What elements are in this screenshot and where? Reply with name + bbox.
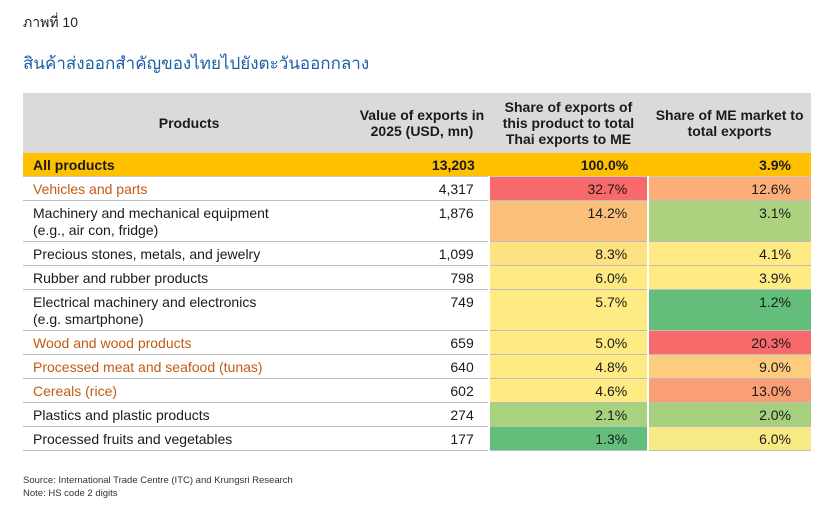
product-name-line1: Electrical machinery and electronics <box>33 294 257 310</box>
product-name-line2: (e.g. smartphone) <box>33 311 144 327</box>
page-title: สินค้าส่งออกสำคัญของไทยไปยังตะวันออกกลาง <box>23 54 370 73</box>
product-name-line2: (e.g., air con, fridge) <box>33 222 159 238</box>
product-name: Cereals (rice) <box>23 378 356 403</box>
export-share-cell: 4.8% <box>487 354 649 379</box>
export-value: 1,876 <box>355 200 489 242</box>
total-share: 100.0% <box>488 153 649 177</box>
product-name: Plastics and plastic products <box>23 402 356 427</box>
table-row: Plastics and plastic products 274 2.1% 2… <box>23 402 811 427</box>
product-name: Processed fruits and vegetables <box>23 426 356 451</box>
header-products: Products <box>23 93 356 153</box>
product-name: Wood and wood products <box>23 330 356 355</box>
header-me-share: Share of ME market to total exports <box>648 93 811 153</box>
export-value: 177 <box>355 426 489 451</box>
product-name: Electrical machinery and electronics (e.… <box>23 289 356 331</box>
total-value: 13,203 <box>355 153 489 177</box>
table-row: Processed meat and seafood (tunas) 640 4… <box>23 354 811 379</box>
product-name: Vehicles and parts <box>23 176 356 201</box>
export-share-cell: 2.1% <box>487 402 649 427</box>
me-share-cell: 3.9% <box>647 265 811 290</box>
export-share-cell: 32.7% <box>487 176 649 201</box>
total-row: All products 13,203 100.0% 3.9% <box>23 153 811 177</box>
export-value: 640 <box>355 354 489 379</box>
me-share-cell: 13.0% <box>647 378 811 403</box>
note-line: Note: HS code 2 digits <box>23 488 118 499</box>
me-share-cell: 12.6% <box>647 176 811 201</box>
export-value: 1,099 <box>355 241 489 266</box>
product-name: Rubber and rubber products <box>23 265 356 290</box>
me-share-cell: 20.3% <box>647 330 811 355</box>
export-value: 602 <box>355 378 489 403</box>
export-share-cell: 8.3% <box>487 241 649 266</box>
table-row: Electrical machinery and electronics (e.… <box>23 289 811 331</box>
export-value: 274 <box>355 402 489 427</box>
total-me-share: 3.9% <box>648 153 811 177</box>
product-name: Machinery and mechanical equipment (e.g.… <box>23 200 356 242</box>
table-row: Precious stones, metals, and jewelry 1,0… <box>23 241 811 266</box>
me-share-cell: 6.0% <box>647 426 811 451</box>
me-share-cell: 1.2% <box>647 289 811 331</box>
table-row: Wood and wood products 659 5.0% 20.3% <box>23 330 811 355</box>
table-header-row: Products Value of exports in 2025 (USD, … <box>23 93 811 153</box>
source-notes: Source: International Trade Centre (ITC)… <box>23 474 293 500</box>
table-row: Cereals (rice) 602 4.6% 13.0% <box>23 378 811 403</box>
export-share-cell: 14.2% <box>487 200 649 242</box>
table-row: Vehicles and parts 4,317 32.7% 12.6% <box>23 176 811 201</box>
me-share-cell: 4.1% <box>647 241 811 266</box>
export-value: 749 <box>355 289 489 331</box>
source-line: Source: International Trade Centre (ITC)… <box>23 475 293 486</box>
me-share-cell: 2.0% <box>647 402 811 427</box>
table-row: Machinery and mechanical equipment (e.g.… <box>23 200 811 242</box>
table-row: Rubber and rubber products 798 6.0% 3.9% <box>23 265 811 290</box>
me-share-cell: 3.1% <box>647 200 811 242</box>
export-share-cell: 5.0% <box>487 330 649 355</box>
header-share: Share of exports of this product to tota… <box>488 93 649 153</box>
product-name: Precious stones, metals, and jewelry <box>23 241 356 266</box>
export-value: 798 <box>355 265 489 290</box>
product-name-line1: Machinery and mechanical equipment <box>33 205 269 221</box>
export-share-cell: 4.6% <box>487 378 649 403</box>
export-value: 659 <box>355 330 489 355</box>
product-name: Processed meat and seafood (tunas) <box>23 354 356 379</box>
table-row: Processed fruits and vegetables 177 1.3%… <box>23 426 811 451</box>
header-value: Value of exports in 2025 (USD, mn) <box>355 93 489 153</box>
figure-label: ภาพที่ 10 <box>23 14 79 30</box>
export-share-cell: 5.7% <box>487 289 649 331</box>
total-name: All products <box>23 153 356 177</box>
me-share-cell: 9.0% <box>647 354 811 379</box>
export-share-cell: 6.0% <box>487 265 649 290</box>
export-value: 4,317 <box>355 176 489 201</box>
export-share-cell: 1.3% <box>487 426 649 451</box>
exports-table: Products Value of exports in 2025 (USD, … <box>23 93 811 451</box>
